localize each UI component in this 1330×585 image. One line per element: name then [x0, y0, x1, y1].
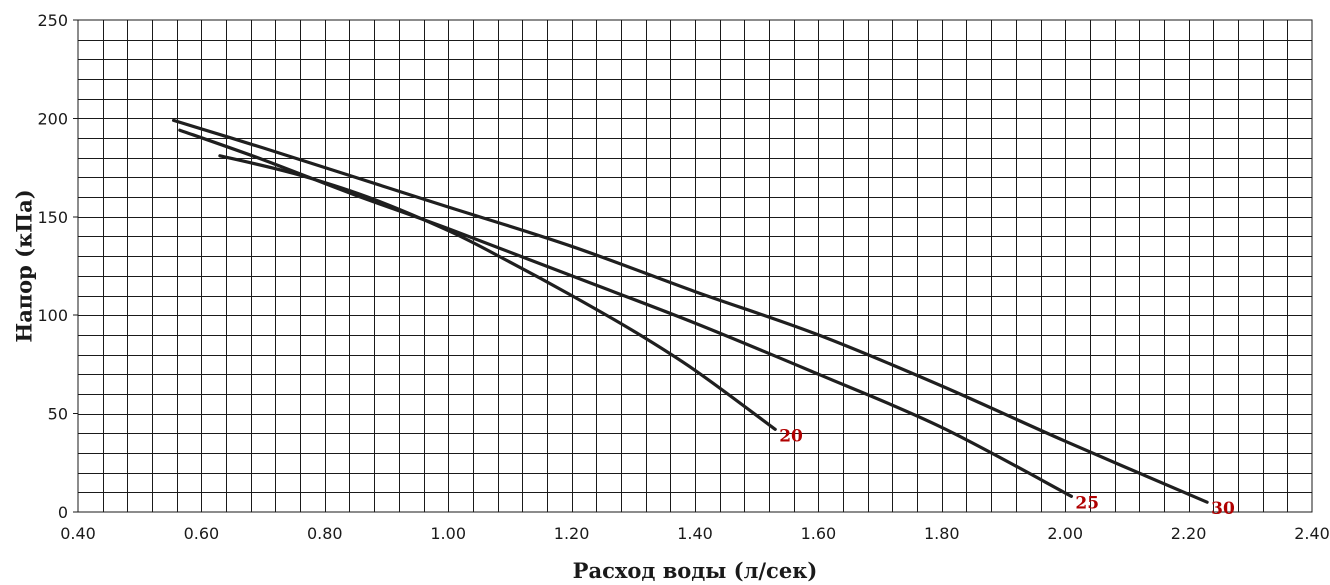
x-tick-label: 2.20	[1171, 524, 1207, 543]
y-tick-label: 250	[37, 11, 68, 30]
x-tick-label: 0.40	[60, 524, 96, 543]
y-axis-title: Напор (кПа)	[12, 189, 37, 342]
series-label-25: 25	[1075, 493, 1099, 513]
series-label-30: 30	[1211, 499, 1235, 519]
x-axis-title: Расход воды (л/сек)	[573, 558, 818, 583]
x-tick-label: 1.60	[801, 524, 837, 543]
x-tick-label: 0.60	[184, 524, 220, 543]
plot-frame	[77, 19, 1313, 513]
x-tick-label: 1.20	[554, 524, 590, 543]
y-tick-label: 100	[37, 306, 68, 325]
x-tick-label: 0.80	[307, 524, 343, 543]
y-tick-label: 200	[37, 109, 68, 128]
x-tick-label: 1.00	[430, 524, 466, 543]
y-tick-label: 0	[58, 503, 68, 522]
series-line-30	[172, 118, 1209, 504]
grid	[78, 20, 1312, 512]
y-tick-label: 150	[37, 208, 68, 227]
x-tick-label: 1.80	[924, 524, 960, 543]
series-labels: 20 25 30	[779, 426, 1235, 519]
series-label-20: 20	[779, 426, 803, 446]
series-line-25	[178, 128, 1073, 498]
y-axis-ticks: 0 50 100 150 200 250	[37, 11, 78, 522]
x-tick-label: 2.40	[1294, 524, 1330, 543]
series-lines	[172, 118, 1209, 504]
x-axis-ticks: 0.40 0.60 0.80 1.00 1.20 1.40 1.60 1.80 2.00 2.20…	[60, 524, 1330, 543]
x-tick-label: 1.40	[677, 524, 713, 543]
x-tick-label: 2.00	[1047, 524, 1083, 543]
y-tick-label: 50	[48, 405, 68, 424]
series-line-20	[218, 154, 777, 431]
